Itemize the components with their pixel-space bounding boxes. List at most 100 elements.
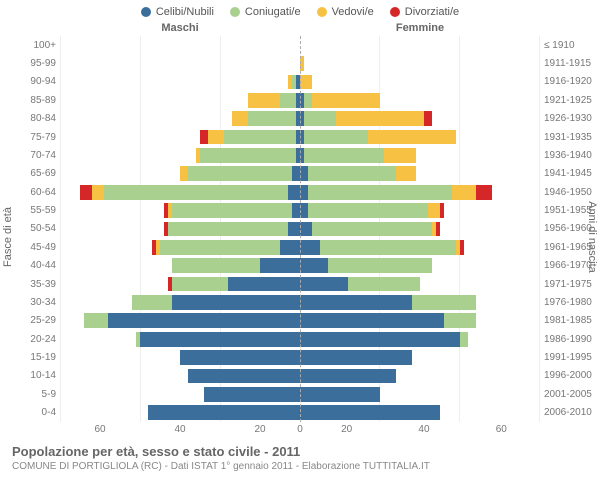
seg-s [172,295,300,310]
x-axis-right: 0204060 [300,424,540,438]
seg-s [288,222,300,237]
birth-label: 1971-1975 [544,275,600,293]
bar-female [300,148,540,163]
age-label: 100+ [0,36,56,54]
x-tick: 40 [140,424,220,438]
age-label: 15-19 [0,348,56,366]
birth-label: 1966-1970 [544,257,600,275]
birth-label: 2006-2010 [544,404,600,422]
seg-m [320,240,456,255]
legend-swatch [141,7,151,17]
bar-female [300,38,540,53]
bar-female [300,93,540,108]
seg-s [188,369,300,384]
seg-d [436,222,440,237]
bar-male [60,56,300,71]
bar-male [60,38,300,53]
seg-m [304,148,384,163]
seg-w [208,130,224,145]
bar-male [60,313,300,328]
bar-female [300,405,540,420]
bar-female [300,130,540,145]
bar-male [60,295,300,310]
x-axis: 204060 0204060 [60,424,540,438]
seg-m [188,166,292,181]
seg-s [148,405,300,420]
seg-m [104,185,288,200]
seg-s [300,332,460,347]
birth-label: 1981-1985 [544,312,600,330]
age-label: 80-84 [0,110,56,128]
seg-m [304,93,312,108]
bar-male [60,332,300,347]
seg-m [304,130,368,145]
seg-s [180,350,300,365]
age-label: 60-64 [0,183,56,201]
seg-s [300,295,412,310]
seg-m [348,277,420,292]
bar-male [60,350,300,365]
bar-female [300,166,540,181]
age-label: 0-4 [0,404,56,422]
bar-male [60,130,300,145]
header-male: Maschi [60,22,300,34]
birth-label: 1941-1945 [544,165,600,183]
x-tick: 60 [463,424,540,438]
seg-w [92,185,104,200]
age-label: 35-39 [0,275,56,293]
seg-s [288,185,300,200]
bar-male [60,93,300,108]
seg-s [108,313,300,328]
bar-male [60,405,300,420]
birth-label: 1976-1980 [544,293,600,311]
birth-label: 1921-1925 [544,91,600,109]
bar-male [60,369,300,384]
seg-m [308,166,396,181]
age-label: 40-44 [0,257,56,275]
seg-d [200,130,208,145]
bar-female [300,222,540,237]
bar-female [300,240,540,255]
bar-female [300,387,540,402]
seg-d [476,185,492,200]
bar-female [300,75,540,90]
seg-m [280,93,296,108]
seg-m [172,203,292,218]
seg-m [224,130,296,145]
seg-s [280,240,300,255]
legend-item: Coniugati/e [230,6,301,18]
seg-s [300,240,320,255]
bar-male [60,387,300,402]
legend-item: Vedovi/e [317,6,374,18]
seg-s [204,387,300,402]
bar-male [60,203,300,218]
bar-female [300,369,540,384]
x-tick: 20 [308,424,385,438]
header-female: Femmine [300,22,540,34]
seg-w [232,111,248,126]
age-axis-labels: 100+95-9990-9485-8980-8475-7970-7465-696… [0,36,60,422]
seg-s [300,222,312,237]
x-tick: 20 [220,424,300,438]
age-label: 45-49 [0,238,56,256]
seg-m [84,313,108,328]
legend-label: Celibi/Nubili [156,6,214,18]
seg-d [424,111,432,126]
seg-m [412,295,476,310]
bar-male [60,185,300,200]
seg-w [384,148,416,163]
seg-s [228,277,300,292]
birth-label: 1996-2000 [544,367,600,385]
seg-m [308,203,428,218]
seg-m [172,258,260,273]
age-label: 10-14 [0,367,56,385]
seg-w [248,93,280,108]
age-label: 50-54 [0,220,56,238]
birth-label: 1911-1915 [544,54,600,72]
seg-s [292,203,300,218]
birth-axis-labels: ≤ 19101911-19151916-19201921-19251926-19… [540,36,600,422]
age-label: 85-89 [0,91,56,109]
birth-label: 1951-1955 [544,201,600,219]
age-label: 25-29 [0,312,56,330]
seg-m [172,277,228,292]
